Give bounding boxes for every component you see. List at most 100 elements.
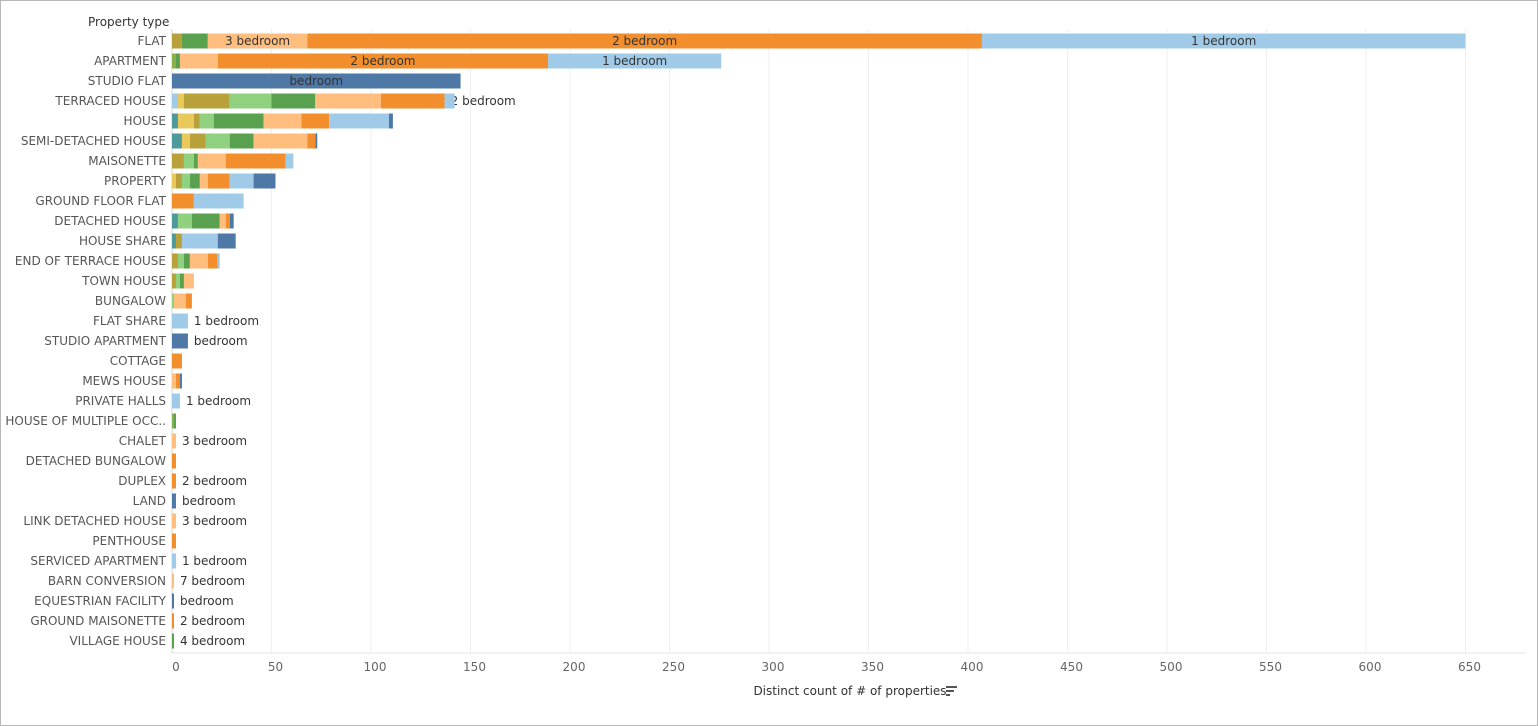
bar-segment[interactable] [207,253,218,269]
bar-segment[interactable] [217,233,236,249]
bar-segment[interactable] [183,273,194,289]
bar-segment[interactable] [219,213,226,229]
bar-segment[interactable] [172,53,176,69]
bar-segment[interactable] [172,293,174,309]
bar-segment[interactable] [183,93,230,109]
bar-segment[interactable] [177,213,192,229]
bar-segment[interactable] [172,593,174,609]
bar-segment[interactable] [172,373,176,389]
bar-segment[interactable] [213,113,264,129]
bar-segment[interactable] [172,553,176,569]
bar-segment[interactable] [172,253,178,269]
bar-segment[interactable] [175,373,180,389]
bar-segment[interactable] [179,273,184,289]
bar-segment[interactable] [225,153,286,169]
bar-segment[interactable] [179,373,182,389]
bar-segment[interactable] [177,93,184,109]
bar-segment[interactable] [207,173,230,189]
bar-segment[interactable] [172,33,182,49]
bar-segment[interactable] [172,213,178,229]
bar-segment[interactable] [315,133,318,149]
bar-segment[interactable] [189,173,200,189]
bar-segment[interactable] [181,133,190,149]
bar-segment[interactable] [189,133,206,149]
bar-segment[interactable] [193,193,244,209]
bar-segment[interactable] [181,233,218,249]
bar-segment[interactable] [175,233,182,249]
bar-segment[interactable] [172,333,188,349]
bar-segment[interactable] [205,133,230,149]
bar-segment[interactable] [263,113,302,129]
segment-label: 4 bedroom [180,634,245,648]
bar-segment[interactable] [253,173,276,189]
bar-segment[interactable] [548,53,722,69]
bar-segment[interactable] [181,173,190,189]
bar-segment[interactable] [253,133,308,149]
bar-segment[interactable] [981,33,1466,49]
bar-segment[interactable] [199,173,208,189]
bar-segment[interactable] [172,573,174,589]
bar-segment[interactable] [185,293,192,309]
category-label: EQUESTRIAN FACILITY [34,594,166,608]
bar-segment[interactable] [181,33,208,49]
bar-segment[interactable] [225,213,230,229]
bar-segment[interactable] [189,253,208,269]
bar-segment[interactable] [380,93,445,109]
x-tick-label: 450 [1060,660,1083,674]
bar-segment[interactable] [271,93,316,109]
bar-segment[interactable] [173,413,176,429]
bar-segment[interactable] [172,453,176,469]
bar-segment[interactable] [172,193,194,209]
bar-segment[interactable] [217,253,220,269]
bar-segment[interactable] [197,153,226,169]
bar-segment[interactable] [172,233,176,249]
sort-descending-icon[interactable] [946,686,957,696]
bar-segment[interactable] [172,433,176,449]
bar-segment[interactable] [315,93,381,109]
bar-segment[interactable] [177,113,194,129]
bar-segment[interactable] [172,493,176,509]
bar-segment[interactable] [199,113,214,129]
bar-segment[interactable] [172,473,176,489]
bar-segment[interactable] [193,113,200,129]
bar-segment[interactable] [172,413,174,429]
bar-segment[interactable] [179,53,218,69]
bar-segment[interactable] [388,113,393,129]
bar-segment[interactable] [307,133,316,149]
bar-segment[interactable] [207,33,308,49]
bar-segment[interactable] [177,253,184,269]
bar-segment[interactable] [172,633,174,649]
bar-segment[interactable] [329,113,389,129]
bar-segment[interactable] [444,93,455,109]
bar-segment[interactable] [172,313,188,329]
bar-segment[interactable] [175,173,182,189]
bars: 3 bedroom 2 bedroom 1 bedroom 2 bedroom 1 be… [172,33,1466,649]
bar-segment[interactable] [229,133,254,149]
bar-segment[interactable] [183,253,190,269]
bar-segment[interactable] [172,393,180,409]
bar-segment[interactable] [191,213,220,229]
bar-segment[interactable] [172,93,178,109]
bar-segment[interactable] [229,93,272,109]
bar-segment[interactable] [301,113,330,129]
bar-segment[interactable] [229,213,234,229]
bar-segment[interactable] [217,53,549,69]
bar-segment[interactable] [307,33,982,49]
bar-segment[interactable] [172,73,461,89]
bar-segment[interactable] [175,53,180,69]
bar-segment[interactable] [229,173,254,189]
bar-segment[interactable] [193,153,198,169]
bar-segment[interactable] [285,153,294,169]
bar-segment[interactable] [172,353,182,369]
bar-segment[interactable] [172,613,174,629]
bar-segment[interactable] [173,293,186,309]
bar-segment[interactable] [172,173,176,189]
bar-segment[interactable] [172,133,182,149]
bar-segment[interactable] [172,153,184,169]
bar-segment[interactable] [172,513,176,529]
bar-segment[interactable] [172,113,178,129]
bar-segment[interactable] [175,273,180,289]
bar-segment[interactable] [172,273,176,289]
bar-segment[interactable] [183,153,194,169]
bar-segment[interactable] [172,533,176,549]
